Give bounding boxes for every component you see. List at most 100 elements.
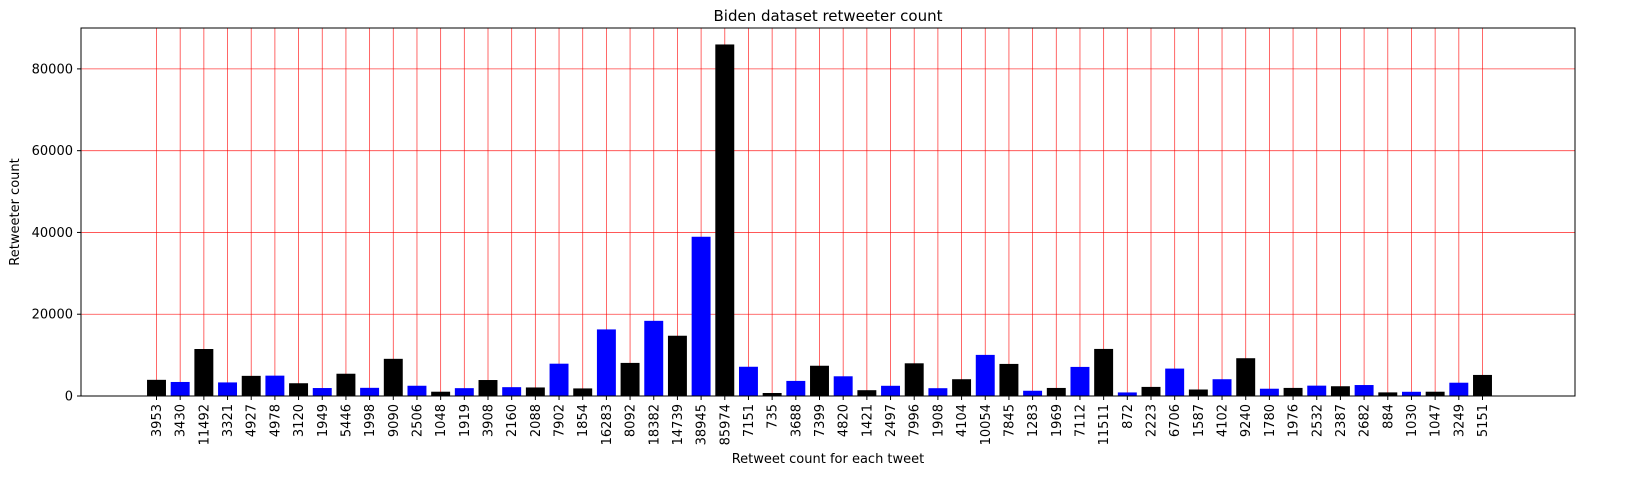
- bar-7902: [549, 363, 569, 396]
- y-tick-label: 60000: [32, 144, 73, 159]
- x-tick-label: 11511: [1097, 404, 1112, 445]
- bar-1587: [1188, 389, 1208, 396]
- x-tick-label: 7399: [813, 404, 828, 437]
- bar-1047: [1425, 391, 1445, 396]
- x-tick-label: 3321: [221, 404, 236, 437]
- x-tick-label: 3908: [482, 404, 497, 437]
- plot-frame: [80, 27, 1576, 397]
- bar-4927: [241, 375, 261, 396]
- bar-2497: [881, 385, 901, 396]
- x-tick-label: 9090: [387, 404, 402, 437]
- bar-5446: [336, 373, 356, 396]
- x-tick-label: 4978: [268, 404, 283, 437]
- x-tick-label: 10054: [979, 404, 994, 445]
- bar-85974: [715, 44, 735, 397]
- x-tick-label: 7112: [1073, 404, 1088, 437]
- bar-2682: [1354, 385, 1374, 396]
- bar-1048: [431, 391, 451, 396]
- bar-1969: [1046, 387, 1066, 396]
- bar-9090: [383, 358, 403, 396]
- x-tick-label: 2532: [1310, 404, 1325, 437]
- bar-4978: [265, 375, 285, 396]
- x-tick-label: 1976: [1287, 404, 1302, 437]
- x-tick-label: 3953: [150, 404, 165, 437]
- x-tick-label: 3120: [292, 404, 307, 437]
- x-tick-label: 1854: [576, 404, 591, 437]
- x-tick-label: 1780: [1263, 404, 1278, 437]
- x-tick-label: 7845: [1002, 404, 1017, 437]
- bar-4820: [833, 376, 853, 396]
- bar-6706: [1165, 368, 1185, 396]
- x-tick-label: 4104: [955, 404, 970, 437]
- bar-7996: [904, 363, 924, 396]
- bar-7845: [999, 363, 1019, 396]
- x-tick-label: 1283: [1026, 404, 1041, 437]
- bar-2223: [1141, 386, 1161, 396]
- bar-3953: [147, 379, 166, 396]
- bar-18382: [644, 320, 664, 396]
- bar-1998: [360, 387, 380, 396]
- x-tick-label: 872: [1121, 404, 1136, 429]
- x-tick-label: 1587: [1192, 404, 1207, 437]
- x-tick-label: 1919: [458, 404, 473, 437]
- bar-1908: [928, 388, 948, 396]
- x-tick-label: 4102: [1216, 404, 1231, 437]
- x-tick-label: 7151: [742, 404, 757, 437]
- x-tick-label: 18382: [647, 404, 662, 445]
- y-tick-label: 20000: [32, 308, 73, 323]
- bar-7399: [810, 365, 829, 396]
- bar-2506: [407, 385, 427, 396]
- y-tick-label: 0: [65, 390, 73, 405]
- x-tick-label: 735: [766, 404, 781, 429]
- x-tick-label: 9240: [1239, 404, 1254, 437]
- bar-872: [1117, 392, 1137, 396]
- bar-7112: [1070, 366, 1090, 396]
- x-tick-label: 1030: [1405, 404, 1420, 437]
- bar-1854: [573, 388, 593, 396]
- bar-3430: [170, 381, 190, 396]
- bars: [147, 44, 1492, 397]
- bar-735: [762, 392, 782, 396]
- chart-title: Biden dataset retweeter count: [714, 7, 943, 25]
- bar-1030: [1401, 391, 1421, 396]
- x-tick-label: 3430: [174, 404, 189, 437]
- bar-38945: [691, 236, 711, 396]
- x-tick-label: 11492: [197, 404, 212, 445]
- bar-3688: [786, 380, 806, 396]
- x-tick-label: 1421: [860, 404, 875, 437]
- x-tick-label: 14739: [671, 404, 686, 445]
- bar-1919: [454, 388, 474, 396]
- x-tick-label: 2223: [1145, 404, 1160, 437]
- bar-2160: [502, 387, 522, 396]
- bar-7151: [738, 366, 758, 396]
- bar-3249: [1449, 382, 1469, 396]
- bar-1780: [1259, 388, 1279, 396]
- y-axis: 0 20000 40000 60000 80000: [32, 62, 81, 405]
- bar-8092: [620, 362, 640, 396]
- x-tick-label: 1048: [434, 404, 449, 437]
- bar-11511: [1094, 348, 1114, 396]
- bar-3908: [478, 380, 498, 396]
- bar-11492: [194, 349, 214, 396]
- x-tick-label: 2387: [1334, 404, 1349, 437]
- x-tick-label: 3688: [789, 404, 804, 437]
- x-tick-label: 2506: [410, 404, 425, 437]
- bar-9240: [1236, 358, 1256, 396]
- bar-2088: [525, 387, 545, 396]
- x-tick-label: 1047: [1429, 404, 1444, 437]
- x-axis-title: Retweet count for each tweet: [732, 452, 925, 467]
- bar-2387: [1330, 386, 1350, 396]
- x-tick-label: 1998: [363, 404, 378, 437]
- x-tick-label: 2497: [884, 404, 899, 437]
- y-tick-label: 40000: [32, 226, 73, 241]
- bar-1976: [1283, 387, 1303, 396]
- x-axis: 3953 3430 11492 3321 4927 4978 3120 1949 5446 199…: [150, 396, 1491, 445]
- y-axis-title: Retweeter count: [8, 158, 23, 265]
- y-tick-label: 80000: [32, 62, 73, 77]
- x-tick-label: 7902: [553, 404, 568, 437]
- bar-16283: [596, 329, 616, 396]
- bar-1283: [1023, 390, 1043, 396]
- x-tick-label: 16283: [600, 404, 615, 445]
- x-tick-label: 1908: [931, 404, 946, 437]
